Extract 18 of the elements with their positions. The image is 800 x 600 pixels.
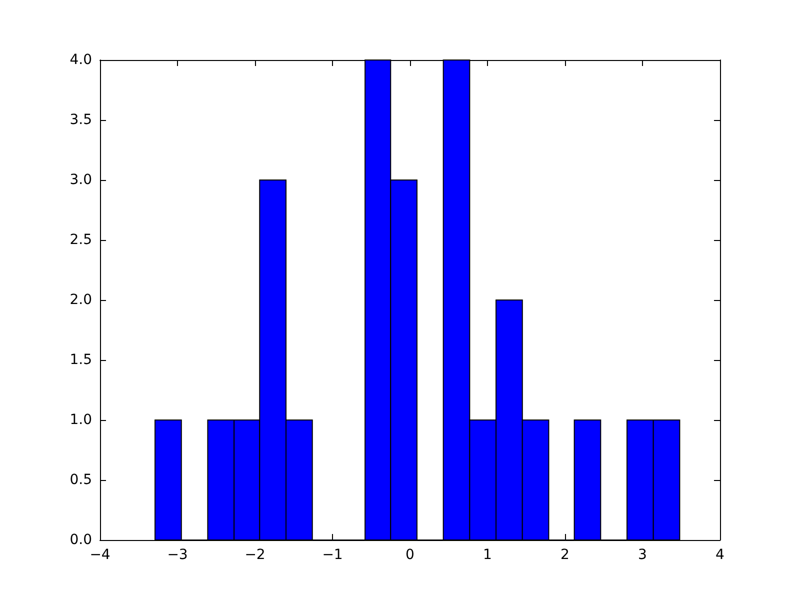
x-tick-label: −2 [244,547,266,563]
x-tick-label: 3 [638,547,647,563]
y-tick-label: 1.5 [70,352,92,368]
y-tick-label: 3.5 [70,112,92,128]
x-tick-label: 2 [560,547,570,563]
y-tick-label: 3.0 [70,172,92,188]
y-tick-label: 2.0 [70,292,92,308]
y-tick-label: 1.0 [70,412,92,428]
y-tick-label: 0.5 [70,472,92,488]
x-tick-label: 1 [483,547,492,563]
x-tick-label: 0 [406,547,414,563]
x-tick-label: 4 [716,547,725,563]
x-tick-label: −3 [167,547,188,563]
x-tick-label: −1 [322,547,343,563]
y-tick-label: 2.5 [70,232,92,248]
x-tick-label: −4 [90,547,110,563]
y-tick-label: 4.0 [70,52,92,68]
y-tick-label: 0.0 [70,532,92,548]
